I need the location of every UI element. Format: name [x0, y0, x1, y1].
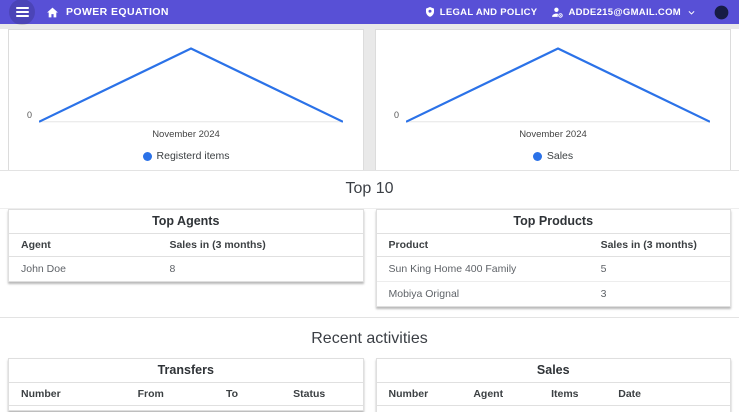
column-header: Status: [281, 383, 363, 406]
x-axis-label: November 2024: [152, 129, 220, 140]
legend-dot-icon: [142, 151, 152, 161]
column-header: Product: [376, 234, 589, 257]
theme-toggle-icon[interactable]: [714, 5, 729, 20]
table-cell: 5: [588, 256, 730, 282]
table-cell: John Doe: [21, 263, 66, 275]
table-title: Top Products: [376, 210, 730, 234]
table-cell: John Doe: [461, 405, 540, 412]
column-header: Agent: [9, 234, 158, 257]
header-shadow-strip: [0, 24, 739, 29]
table-header-row: Number Agent Items Date: [376, 383, 730, 406]
section-heading-top10: Top 10: [0, 171, 739, 209]
section-heading-recent: Recent activities: [0, 317, 739, 358]
column-header: To: [214, 383, 282, 406]
column-header: From: [125, 383, 215, 406]
table-title: Transfers: [9, 359, 363, 383]
legend-label: Sales: [546, 150, 574, 162]
column-header: Number: [376, 383, 462, 406]
y-axis-tick: 0: [394, 110, 400, 120]
transfers-table: Number From To Status: [9, 383, 363, 406]
table-cell: 3: [600, 288, 607, 300]
app-title: POWER EQUATION: [66, 6, 169, 18]
recent-tables-row: Transfers Number From To Status Sales Numbe…: [0, 358, 739, 412]
column-header: Agent: [461, 383, 540, 406]
legal-and-policy-link[interactable]: LEGAL AND POLICY: [424, 6, 538, 18]
sales-activities-card: Sales NumberAgentItemsDate00034John Doe3…: [375, 358, 731, 412]
transfers-card: Transfers Number From To Status: [8, 358, 364, 411]
column-header: Sales in (3 months): [157, 234, 363, 257]
registered-items-chart: 0: [27, 38, 343, 126]
table-title: Sales: [376, 359, 730, 383]
y-axis-tick: 0: [27, 110, 33, 120]
registered-items-chart-card: 0 November 2024 Registerd items: [8, 29, 364, 170]
table-cell: 00034: [376, 405, 462, 412]
table-header-row: Product Sales in (3 months): [376, 234, 730, 257]
table-title: Top Agents: [9, 210, 363, 234]
table-header-row: Number From To Status: [9, 383, 363, 406]
sales-chart: 0: [394, 38, 710, 126]
chart-line: [39, 48, 343, 121]
account-dropdown[interactable]: ADDE215@GMAIL.COM: [551, 6, 700, 19]
legal-and-policy-label: LEGAL AND POLICY: [439, 6, 538, 18]
dashboard-content: 0 November 2024 Registerd items 0 Novemb…: [0, 29, 739, 412]
policy-icon: [425, 7, 434, 17]
sales-table: NumberAgentItemsDate00034John Doe311/7/2…: [376, 383, 730, 412]
x-axis-label: November 2024: [519, 129, 587, 140]
table-cell: 11/7/2024 7:43:31 PM: [606, 405, 730, 412]
table-header-row: Agent Sales in (3 months): [9, 234, 363, 257]
top-products-card: Top Products Product Sales in (3 months) S…: [375, 209, 731, 307]
sales-chart-card: 0 November 2024 Sales: [375, 29, 731, 170]
empty-table-space: [9, 406, 363, 410]
column-header: Sales in (3 months): [588, 234, 730, 257]
menu-button[interactable]: [9, 0, 35, 25]
column-header: Items: [539, 383, 607, 406]
chevron-down-icon: [687, 8, 700, 17]
account-email: ADDE215@GMAIL.COM: [568, 6, 681, 18]
top-agents-table: Agent Sales in (3 months) John Doe 8: [9, 234, 363, 281]
table-row[interactable]: Mobiya Orignal 3: [377, 282, 731, 307]
chart-line: [406, 48, 710, 121]
table-cell: Sun King Home 400 Family: [376, 256, 589, 282]
top-agents-card: Top Agents Agent Sales in (3 months) John …: [8, 209, 364, 282]
table-cell: 3: [539, 405, 607, 412]
home-icon[interactable]: [46, 6, 59, 19]
chart-legend: Sales: [376, 150, 730, 162]
table-cell: 8: [169, 263, 176, 275]
top10-tables-row: Top Agents Agent Sales in (3 months) John …: [0, 209, 739, 307]
column-header: Number: [9, 383, 126, 406]
card-gap: [364, 29, 375, 170]
table-row[interactable]: 00034John Doe311/7/2024 7:43:31 PM: [376, 405, 730, 412]
top-products-table: Product Sales in (3 months) Sun King Home …: [376, 234, 731, 307]
table-row[interactable]: John Doe 8: [9, 257, 363, 282]
legend-label: Registerd items: [156, 150, 230, 162]
menu-icon: [15, 7, 29, 17]
column-header: Date: [606, 383, 730, 406]
chart-legend: Registerd items: [9, 150, 363, 162]
table-row[interactable]: Sun King Home 400 Family 5: [376, 256, 730, 282]
legend-dot-icon: [532, 151, 542, 161]
charts-row: 0 November 2024 Registerd items 0 Novemb…: [0, 29, 739, 171]
manage-accounts-icon: [552, 7, 564, 18]
table-cell: Mobiya Orignal: [388, 288, 460, 300]
app-header: POWER EQUATION LEGAL AND POLICY ADDE215@…: [0, 0, 739, 25]
